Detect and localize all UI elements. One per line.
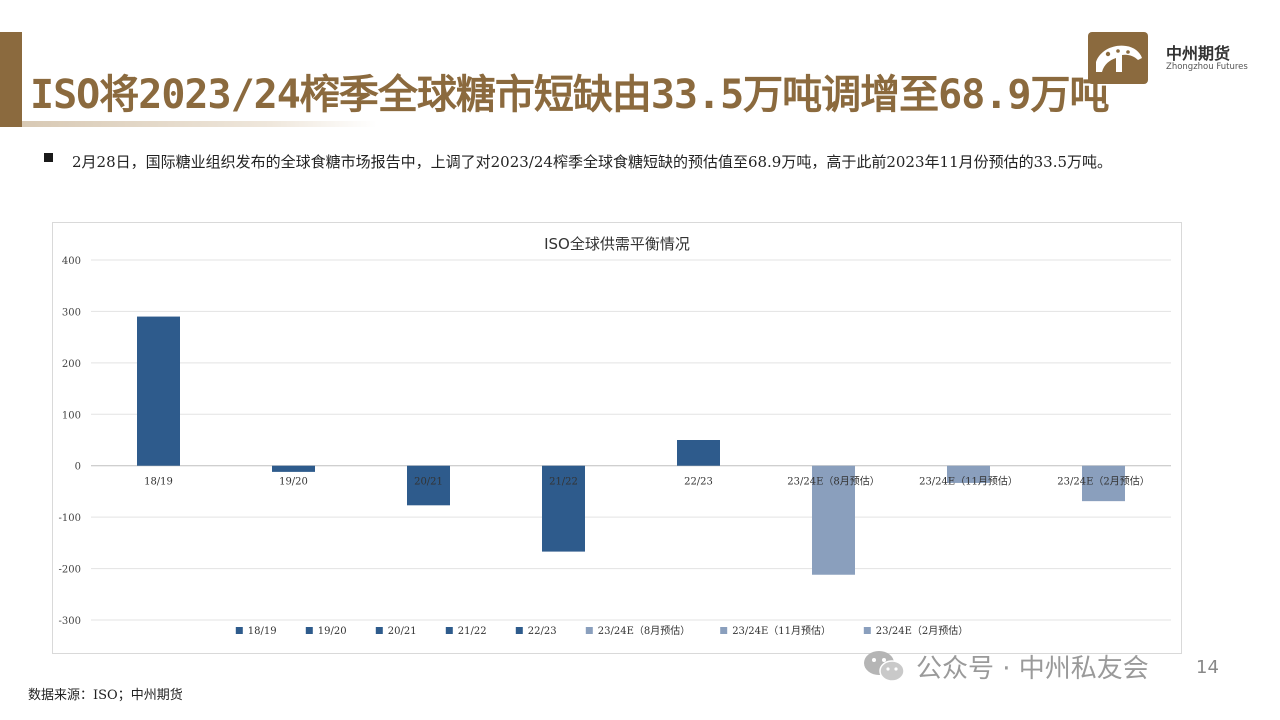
legend-item: 20/21 [375,626,417,637]
legend-label: 23/24E（2月预估） [876,624,968,637]
wechat-icon [862,648,906,684]
bar [947,465,990,483]
y-tick-label: 0 [75,462,81,473]
y-tick-label: 400 [62,256,81,267]
x-tick-label: 23/24E（2月预估） [1057,475,1149,488]
page-number: 14 [1196,657,1219,678]
logo-name-en: Zhongzhou Futures [1166,62,1248,72]
legend-swatch [305,627,313,634]
x-tick-label: 20/21 [414,477,443,488]
title-underline [22,121,377,127]
chart-title: ISO全球供需平衡情况 [544,235,690,253]
bar [542,465,585,552]
x-tick-label: 23/24E（8月预估） [787,475,879,488]
watermark: 公众号 · 中州私友会 [862,646,1149,686]
bar [677,440,720,466]
y-tick-label: 300 [62,307,81,318]
legend-label: 21/22 [458,626,487,637]
company-logo: 中州期货 Zhongzhou Futures [1088,32,1248,86]
legend-item: 23/24E（8月预估） [585,624,690,637]
legend-item: 21/22 [445,626,487,637]
bar [1082,465,1125,502]
y-tick-label: -300 [59,616,81,627]
bullet-marker [44,153,53,162]
balance-bar-chart: ISO全球供需平衡情况 400 300 200 100 0 -100 -200 -300 18… [59,235,1171,637]
bar [137,316,180,466]
y-tick-label: 200 [62,359,81,370]
legend-item: 23/24E（2月预估） [863,624,968,637]
legend-item: 22/23 [515,626,557,637]
bar [812,465,855,575]
bar [407,465,450,506]
legend-swatch [863,627,871,634]
x-tick-label: 19/20 [279,477,308,488]
legend-item: 18/19 [235,626,277,637]
bar [272,465,315,472]
legend-label: 20/21 [388,626,417,637]
y-tick-label: -100 [59,513,81,524]
legend-swatch [515,627,523,634]
legend-swatch [445,627,453,634]
title-accent-bar [0,32,22,127]
legend-label: 22/23 [528,626,557,637]
legend-swatch [375,627,383,634]
y-tick-label: 100 [62,410,81,421]
logo-name-cn: 中州期货 [1166,44,1231,63]
legend-label: 23/24E（11月预估） [732,624,831,637]
legend-label: 19/20 [318,626,347,637]
bullet-paragraph: 2月28日，国际糖业组织发布的全球食糖市场报告中，上调了对2023/24榨季全球… [72,153,1113,171]
chart-container: ISO全球供需平衡情况 400 300 200 100 0 -100 -200 -300 18… [52,222,1182,654]
data-source: 数据来源：ISO；中州期货 [28,688,183,703]
legend-swatch [235,627,243,634]
x-tick-label: 21/22 [549,477,578,488]
legend-label: 23/24E（8月预估） [598,624,690,637]
page-title: ISO将2023/24榨季全球糖市短缺由33.5万吨调增至68.9万吨 [30,72,1109,118]
legend-item: 23/24E（11月预估） [720,624,831,637]
legend-swatch [720,627,728,634]
watermark-text: 公众号 · 中州私友会 [916,653,1149,684]
y-tick-label: -200 [59,565,81,576]
legend-swatch [585,627,593,634]
legend-item: 19/20 [305,626,347,637]
x-tick-label: 22/23 [684,477,713,488]
x-tick-label: 23/24E（11月预估） [919,475,1018,488]
leopard-logo-icon [1088,32,1148,84]
x-tick-label: 18/19 [144,477,173,488]
legend-label: 18/19 [248,626,277,637]
